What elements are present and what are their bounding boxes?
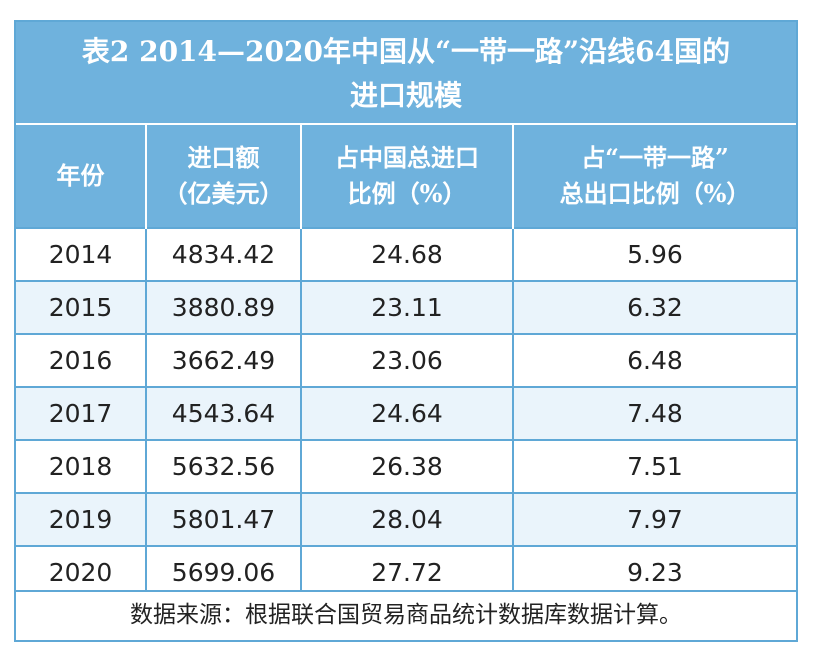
cell-share-china: 24.64 [300,386,513,440]
header-import-value-line-2: （亿美元） [163,179,284,208]
cell-import-value: 4834.42 [145,227,301,281]
cell-share-china: 23.06 [300,333,513,387]
cell-share-china: 27.72 [300,545,513,598]
cell-year: 2014 [16,227,146,281]
cell-year: 2020 [16,545,146,598]
cell-import-value: 3880.89 [145,280,301,334]
table-row: 2019 5801.47 28.04 7.97 [16,492,796,546]
table-frame: 表2 2014—2020年中国从“一带一路”沿线64国的 进口规模 年份 进口额… [14,20,798,642]
cell-import-value: 5801.47 [145,492,301,546]
cell-share-china: 24.68 [300,227,513,281]
cell-year: 2016 [16,333,146,387]
header-year-line-1: 年份 [56,161,105,190]
cell-share-bri: 7.51 [512,439,796,493]
table-row: 2017 4543.64 24.64 7.48 [16,386,796,440]
cell-share-bri: 5.96 [512,227,796,281]
header-share-china-imports: 占中国总进口 比例（%） [300,123,513,228]
cell-import-value: 3662.49 [145,333,301,387]
cell-year: 2018 [16,439,146,493]
header-share-china-line-2: 比例（%） [347,179,467,208]
table-title: 表2 2014—2020年中国从“一带一路”沿线64国的 进口规模 [16,22,796,123]
cell-share-bri: 6.32 [512,280,796,334]
header-share-china-line-1: 占中国总进口 [335,143,479,172]
cell-import-value: 5632.56 [145,439,301,493]
table-row: 2015 3880.89 23.11 6.32 [16,280,796,334]
cell-share-china: 23.11 [300,280,513,334]
cell-year: 2015 [16,280,146,334]
cell-share-bri: 6.48 [512,333,796,387]
cell-share-china: 28.04 [300,492,513,546]
header-import-value-line-1: 进口额 [187,143,260,172]
table-row: 2020 5699.06 27.72 9.23 [16,545,796,598]
table-title-line-1: 表2 2014—2020年中国从“一带一路”沿线64国的 [81,35,731,68]
header-share-bri-line-2: 总出口比例（%） [559,179,751,208]
table-row: 2014 4834.42 24.68 5.96 [16,227,796,281]
table-row: 2018 5632.56 26.38 7.51 [16,439,796,493]
header-row: 年份 进口额 （亿美元） 占中国总进口 比例（%） 占“一带一路” 总出口比例（… [16,123,796,228]
header-share-bri-line-1: 占“一带一路” [581,143,729,172]
cell-import-value: 5699.06 [145,545,301,598]
cell-share-bri: 7.97 [512,492,796,546]
cell-share-china: 26.38 [300,439,513,493]
cell-year: 2017 [16,386,146,440]
cell-year: 2019 [16,492,146,546]
header-year: 年份 [16,123,146,228]
import-scale-table: 年份 进口额 （亿美元） 占中国总进口 比例（%） 占“一带一路” 总出口比例（… [16,123,796,598]
header-import-value: 进口额 （亿美元） [145,123,301,228]
table-title-line-2: 进口规模 [349,79,462,112]
cell-share-bri: 7.48 [512,386,796,440]
cell-share-bri: 9.23 [512,545,796,598]
table-row: 2016 3662.49 23.06 6.48 [16,333,796,387]
source-note: 数据来源：根据联合国贸易商品统计数据库数据计算。 [16,590,796,640]
cell-import-value: 4543.64 [145,386,301,440]
header-share-bri-exports: 占“一带一路” 总出口比例（%） [512,123,796,228]
